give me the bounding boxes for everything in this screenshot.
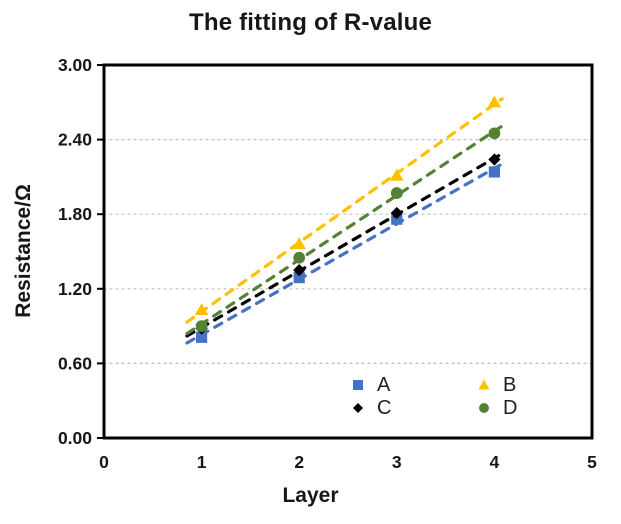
data-point-B: [194, 303, 209, 316]
x-tick-label: 0: [99, 452, 109, 472]
legend-label-C: C: [377, 396, 392, 419]
trendline-B: [185, 97, 504, 324]
data-point-B: [292, 237, 306, 250]
legend-label-D: D: [503, 396, 518, 419]
data-point-C: [390, 206, 403, 220]
data-point-D: [488, 127, 501, 140]
data-point-A: [391, 213, 403, 225]
square-marker-shape: [353, 379, 363, 390]
x-tick-label: 2: [294, 452, 304, 472]
square-marker-icon: [353, 379, 363, 390]
triangle-marker-icon: [478, 379, 490, 389]
legend: A B C D: [350, 373, 517, 419]
trendline-A: [185, 162, 504, 345]
trendline-C: [185, 152, 504, 338]
data-point-C: [293, 264, 306, 277]
circle-marker-icon: [479, 402, 489, 413]
legend-item-C: C: [350, 398, 476, 418]
y-tick-label: 3.00: [58, 55, 92, 75]
legend-item-D: D: [476, 398, 517, 418]
diamond-marker-icon: [353, 402, 363, 413]
circle-marker-shape: [479, 402, 489, 413]
legend-item-A: A: [350, 375, 476, 395]
legend-label-A: A: [377, 373, 391, 396]
legend-label-B: B: [503, 373, 517, 396]
chart-title: The fitting of R-value: [188, 9, 433, 36]
y-tick-label: 0.60: [58, 353, 92, 373]
data-point-D: [390, 187, 403, 199]
diamond-marker-shape: [353, 402, 363, 413]
y-tick-label: 1.80: [58, 204, 92, 224]
triangle-marker-shape: [478, 379, 490, 389]
legend-item-B: B: [476, 375, 517, 395]
data-point-D: [195, 320, 208, 332]
y-tick-label: 2.40: [58, 130, 92, 150]
plot-border: [102, 63, 594, 440]
x-axis-title: Layer: [282, 484, 339, 507]
x-tick-label: 5: [587, 452, 597, 472]
data-point-A: [293, 272, 305, 284]
y-tick-label: 1.20: [58, 279, 92, 299]
data-point-A: [196, 331, 208, 343]
x-tick-label: 3: [392, 452, 402, 472]
x-tick-label: 4: [490, 452, 500, 472]
data-point-A: [488, 166, 500, 178]
data-point-D: [293, 251, 306, 264]
y-tick-label: 0.00: [58, 428, 92, 448]
x-tick-label: 1: [197, 452, 207, 472]
trendline-D: [185, 124, 504, 336]
data-point-B: [487, 95, 502, 108]
data-point-B: [390, 168, 404, 181]
data-point-C: [488, 153, 501, 166]
